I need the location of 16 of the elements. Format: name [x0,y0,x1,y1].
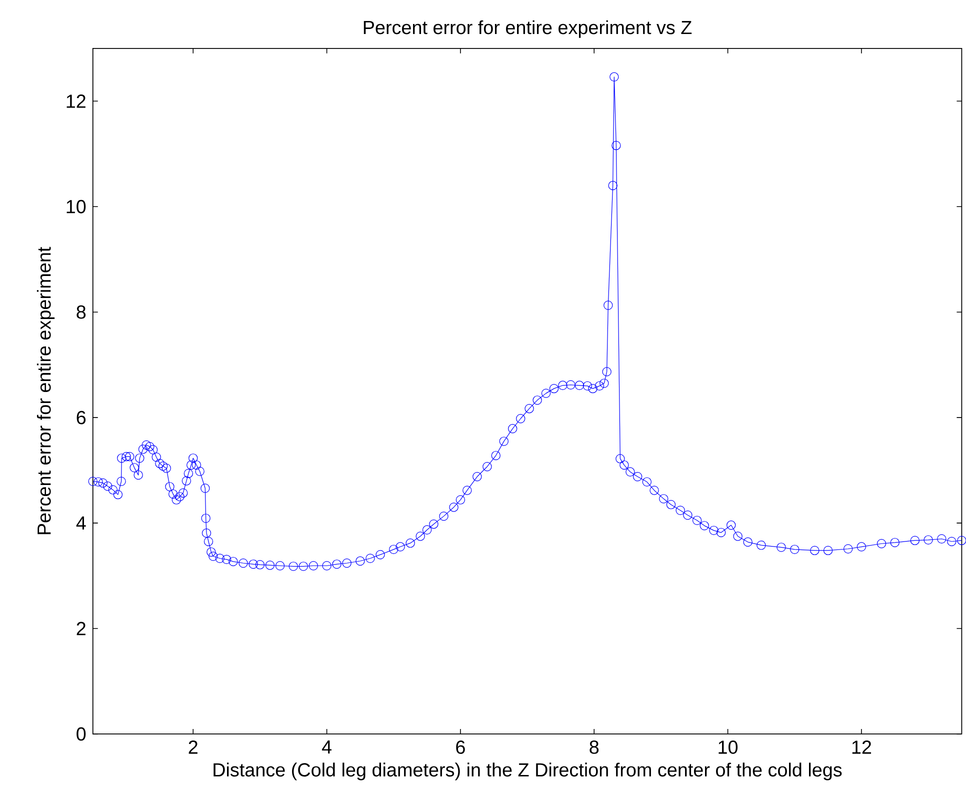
x-tick-label: 6 [456,740,465,754]
y-tick-label: 4 [76,516,86,530]
x-tick-label: 10 [718,740,738,754]
y-tick-label: 12 [66,94,86,108]
x-tick-label: 2 [188,740,198,754]
y-axis-title: Percent error for entire experiment [36,246,55,534]
x-tick-label: 8 [590,740,599,754]
x-tick-label: 4 [322,740,332,754]
y-tick-label: 2 [76,622,86,636]
y-tick-label: 8 [76,305,86,319]
chart-title: Percent error for entire experiment vs Z [364,20,692,38]
y-tick-label: 0 [76,727,86,741]
x-tick-label: 12 [852,740,872,754]
y-tick-label: 6 [76,410,86,424]
y-tick-label: 10 [66,200,86,214]
x-axis-title: Distance (Cold leg diameters) in the Z Direction from center of the cold legs [214,762,842,780]
